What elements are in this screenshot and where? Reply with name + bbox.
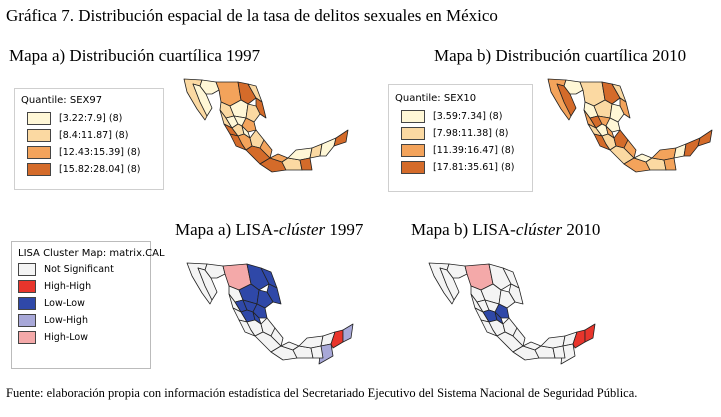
legend-item: [11.39:16.47] (8) [401, 142, 532, 159]
quantile-legend-2010: Quantile: SEX10 [3.59:7.34] (8) [7.98:11… [388, 84, 533, 192]
swatch [27, 129, 51, 142]
source-note: Fuente: elaboración propia con informaci… [6, 386, 638, 400]
map-quantile-1997 [183, 78, 349, 173]
legend-title: LISA Cluster Map: matrix.CAL [18, 248, 165, 259]
legend-item: Low-High [18, 312, 150, 329]
legend-item: High-Low [18, 329, 150, 346]
legend-item: [15.82:28.04] (8) [27, 161, 163, 178]
swatch [18, 314, 36, 327]
figure-title: Gráfica 7. Distribución espacial de la t… [6, 6, 498, 25]
swatch [401, 110, 425, 123]
map-b-2010-title: Mapa b) Distribución cuartílica 2010 [434, 46, 687, 65]
legend-title: Quantile: SEX97 [21, 95, 103, 106]
legend-item: [7.98:11.38] (8) [401, 125, 532, 142]
lisa-legend: LISA Cluster Map: matrix.CAL Not Signifi… [11, 241, 165, 369]
legend-item: [12.43:15.39] (8) [27, 144, 163, 161]
map-lisa-1997 [186, 262, 354, 365]
legend-item: High-High [18, 278, 150, 295]
swatch [27, 146, 51, 159]
legend-item: Not Significant [18, 261, 150, 278]
legend-item: [17.81:35.61] (8) [401, 159, 532, 176]
map-lisa-2010 [428, 262, 596, 365]
lisa-2010-title: Mapa b) LISA-clúster 2010 [411, 220, 601, 239]
quantile-legend-1997: Quantile: SEX97 [3.22:7.9] (8) [8.4:11.8… [14, 88, 164, 190]
legend-item: [3.22:7.9] (8) [27, 110, 163, 127]
swatch [401, 161, 425, 174]
swatch [27, 112, 51, 125]
swatch [27, 163, 51, 176]
map-quantile-2010 [547, 78, 713, 173]
swatch [18, 263, 36, 276]
swatch [18, 297, 36, 310]
legend-title: Quantile: SEX10 [395, 93, 477, 104]
legend-item: Low-Low [18, 295, 150, 312]
swatch [18, 280, 36, 293]
legend-item: [3.59:7.34] (8) [401, 108, 532, 125]
swatch [401, 144, 425, 157]
lisa-1997-title: Mapa a) LISA-clúster 1997 [175, 220, 364, 239]
swatch [18, 331, 36, 344]
legend-item: [8.4:11.87] (8) [27, 127, 163, 144]
map-a-1997-title: Mapa a) Distribución cuartílica 1997 [9, 46, 261, 65]
swatch [401, 127, 425, 140]
